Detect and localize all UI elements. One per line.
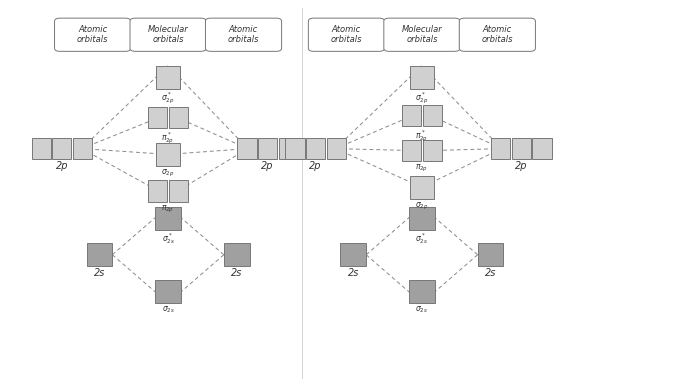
- FancyBboxPatch shape: [55, 18, 130, 51]
- Bar: [402, 105, 421, 127]
- Bar: [423, 105, 442, 127]
- Text: $\sigma_{2p}$: $\sigma_{2p}$: [161, 168, 175, 179]
- Bar: [224, 243, 250, 266]
- Bar: [409, 207, 435, 230]
- Text: $\sigma^*_{2p}$: $\sigma^*_{2p}$: [415, 91, 429, 106]
- Bar: [306, 138, 325, 159]
- Bar: [410, 66, 434, 89]
- Text: $\sigma^*_{2s}$: $\sigma^*_{2s}$: [162, 232, 174, 247]
- Text: 2s: 2s: [348, 268, 359, 278]
- FancyBboxPatch shape: [309, 18, 384, 51]
- Text: 2p: 2p: [261, 161, 274, 171]
- Text: $\pi_{2p}$: $\pi_{2p}$: [415, 163, 429, 174]
- Bar: [327, 138, 346, 159]
- Text: Atomic
orbitals: Atomic orbitals: [77, 25, 108, 44]
- FancyBboxPatch shape: [384, 18, 460, 51]
- Bar: [402, 140, 421, 161]
- Text: Atomic
orbitals: Atomic orbitals: [331, 25, 362, 44]
- Bar: [237, 138, 257, 159]
- Bar: [512, 138, 531, 159]
- Bar: [477, 243, 504, 266]
- Bar: [285, 138, 305, 159]
- Text: $\sigma^*_{2p}$: $\sigma^*_{2p}$: [161, 91, 175, 106]
- Bar: [340, 243, 366, 266]
- Text: Molecular
orbitals: Molecular orbitals: [147, 25, 189, 44]
- Text: $\pi^*_{2p}$: $\pi^*_{2p}$: [415, 128, 429, 144]
- Bar: [148, 181, 167, 201]
- Text: $\sigma_{2s}$: $\sigma_{2s}$: [416, 305, 428, 315]
- Bar: [156, 66, 180, 89]
- Text: $\pi_{2p}$: $\pi_{2p}$: [161, 204, 175, 215]
- Bar: [491, 138, 510, 159]
- FancyBboxPatch shape: [206, 18, 282, 51]
- Bar: [86, 243, 113, 266]
- Text: 2s: 2s: [94, 268, 105, 278]
- Text: $\sigma_{2p}$: $\sigma_{2p}$: [415, 201, 429, 212]
- Bar: [148, 107, 167, 128]
- Bar: [155, 207, 181, 230]
- Bar: [73, 138, 92, 159]
- Bar: [156, 143, 180, 166]
- Bar: [155, 280, 181, 303]
- Bar: [410, 176, 434, 199]
- Text: 2s: 2s: [485, 268, 496, 278]
- Bar: [32, 138, 51, 159]
- Text: Atomic
orbitals: Atomic orbitals: [482, 25, 513, 44]
- Text: Atomic
orbitals: Atomic orbitals: [228, 25, 259, 44]
- Text: 2s: 2s: [231, 268, 242, 278]
- Bar: [258, 138, 277, 159]
- Bar: [169, 181, 188, 201]
- Bar: [532, 138, 552, 159]
- Text: 2p: 2p: [515, 161, 528, 171]
- FancyBboxPatch shape: [130, 18, 206, 51]
- Bar: [279, 138, 298, 159]
- FancyBboxPatch shape: [460, 18, 535, 51]
- Bar: [169, 107, 188, 128]
- Bar: [409, 280, 435, 303]
- Text: $\sigma_{2s}$: $\sigma_{2s}$: [162, 305, 174, 315]
- Text: 2p: 2p: [56, 161, 68, 171]
- Text: $\sigma^*_{2s}$: $\sigma^*_{2s}$: [416, 232, 428, 247]
- Bar: [52, 138, 71, 159]
- Text: Molecular
orbitals: Molecular orbitals: [401, 25, 442, 44]
- Bar: [423, 140, 442, 161]
- Text: $\pi^*_{2p}$: $\pi^*_{2p}$: [161, 130, 175, 146]
- Text: 2p: 2p: [309, 161, 322, 171]
